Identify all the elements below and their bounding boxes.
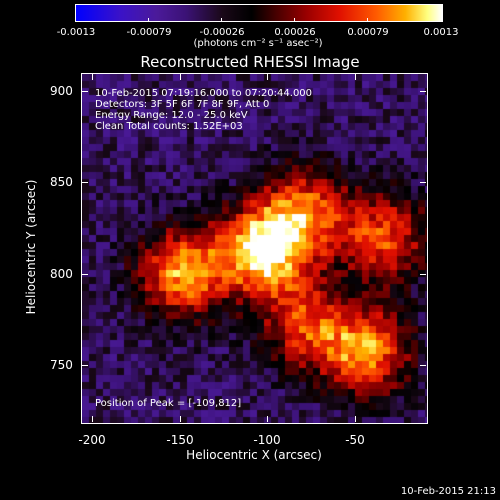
colorbar-tick-label: 0.0013 [423, 27, 459, 38]
y-tick [420, 365, 426, 366]
colorbar-tick [441, 18, 442, 22]
x-tick [355, 74, 356, 80]
colorbar-tick-label: -0.0013 [56, 27, 96, 38]
y-tick-label: 800 [50, 267, 73, 281]
x-tick-label: -150 [166, 433, 194, 447]
y-tick [82, 365, 88, 366]
detectors-text: Detectors: 3F 5F 6F 7F 8F 9F, Att 0 [95, 99, 270, 110]
y-tick-label: 750 [50, 358, 73, 372]
x-tick [267, 416, 268, 422]
colorbar-tick [294, 18, 295, 22]
x-tick [180, 74, 181, 80]
colorbar-tick [221, 18, 222, 22]
y-tick [82, 182, 88, 183]
x-tick [92, 416, 93, 422]
image-plot: 10-Feb-2015 07:19:16.000 to 07:20:44.000… [81, 73, 428, 424]
time-range-text: 10-Feb-2015 07:19:16.000 to 07:20:44.000 [95, 88, 313, 99]
x-tick [92, 74, 93, 80]
colorbar-units: (photons cm⁻² s⁻¹ asec⁻²) [193, 38, 323, 49]
colorbar-tick-label: 0.00079 [347, 27, 389, 38]
x-tick [355, 416, 356, 422]
energy-range-text: Energy Range: 12.0 - 25.0 keV [95, 110, 248, 121]
x-tick [180, 416, 181, 422]
colorbar-tick [148, 18, 149, 22]
x-tick-label: -50 [345, 433, 365, 447]
timestamp-footer: 10-Feb-2015 21:13 [400, 486, 496, 497]
rhessi-image-canvas [82, 74, 427, 423]
y-tick [420, 182, 426, 183]
x-tick-label: -100 [253, 433, 281, 447]
colorbar-tick [75, 18, 76, 22]
colorbar-tick-label: 0.00026 [274, 27, 316, 38]
x-tick-label: -200 [78, 433, 106, 447]
y-tick-label: 900 [50, 84, 73, 98]
y-tick [420, 91, 426, 92]
y-tick [82, 91, 88, 92]
y-tick [82, 274, 88, 275]
y-tick [420, 274, 426, 275]
x-axis-label: Heliocentric X (arcsec) [186, 448, 322, 462]
colorbar [75, 4, 443, 22]
colorbar-tick-label: -0.00079 [126, 27, 172, 38]
x-tick [267, 74, 268, 80]
y-tick-label: 850 [50, 175, 73, 189]
plot-title: Reconstructed RHESSI Image [140, 53, 360, 71]
y-axis-label: Heliocentric Y (arcsec) [24, 179, 38, 315]
colorbar-tick-label: -0.00026 [199, 27, 245, 38]
colorbar-tick [367, 18, 368, 22]
method-counts-text: Clean Total counts: 1.52E+03 [95, 121, 243, 132]
peak-position-text: Position of Peak = [-109,812] [95, 398, 242, 409]
